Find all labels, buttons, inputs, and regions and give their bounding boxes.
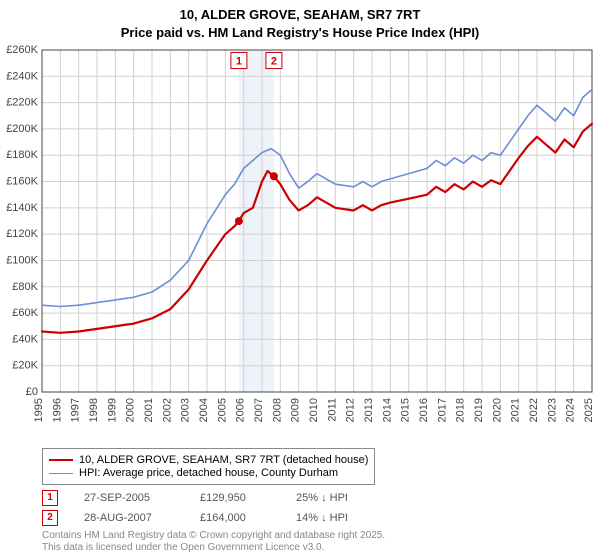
footer-line1: Contains HM Land Registry data © Crown c… — [42, 530, 385, 542]
y-tick-label: £20K — [12, 360, 38, 372]
footer-attribution: Contains HM Land Registry data © Crown c… — [42, 530, 385, 554]
y-tick-label: £180K — [6, 149, 38, 161]
x-tick-label: 2007 — [253, 398, 265, 422]
y-tick-label: £140K — [6, 202, 38, 214]
sales-row: 2 28-AUG-2007 £164,000 14% ↓ HPI — [42, 510, 376, 526]
x-tick-label: 2020 — [491, 398, 503, 422]
sale-marker-dot — [270, 172, 278, 180]
x-tick-label: 1999 — [106, 398, 118, 422]
x-tick-label: 1996 — [51, 398, 63, 422]
x-tick-label: 2004 — [198, 398, 210, 422]
x-tick-label: 2009 — [290, 398, 302, 422]
sales-row-price: £129,950 — [200, 492, 270, 504]
x-tick-label: 2015 — [400, 398, 412, 422]
x-tick-label: 2016 — [418, 398, 430, 422]
legend-item: 10, ALDER GROVE, SEAHAM, SR7 7RT (detach… — [49, 454, 368, 466]
legend-item: HPI: Average price, detached house, Coun… — [49, 467, 368, 479]
title-line1: 10, ALDER GROVE, SEAHAM, SR7 7RT — [0, 6, 600, 24]
x-tick-label: 1998 — [88, 398, 100, 422]
x-tick-label: 2003 — [180, 398, 192, 422]
chart-title: 10, ALDER GROVE, SEAHAM, SR7 7RT Price p… — [0, 0, 600, 41]
sales-row-price: £164,000 — [200, 512, 270, 524]
legend-swatch — [49, 459, 73, 461]
x-tick-label: 2001 — [143, 398, 155, 422]
x-tick-label: 2025 — [583, 398, 595, 422]
x-tick-label: 2021 — [510, 398, 522, 422]
y-tick-label: £240K — [6, 70, 38, 82]
y-tick-label: £160K — [6, 176, 38, 188]
sale-marker-tag-num: 2 — [271, 56, 277, 68]
sale-marker-tag-num: 1 — [236, 56, 242, 68]
y-tick-label: £100K — [6, 254, 38, 266]
x-tick-label: 2014 — [381, 398, 393, 422]
x-tick-label: 2000 — [125, 398, 137, 422]
x-tick-label: 2011 — [326, 398, 338, 422]
y-tick-label: £120K — [6, 228, 38, 240]
sales-row: 1 27-SEP-2005 £129,950 25% ↓ HPI — [42, 490, 376, 506]
legend-label: 10, ALDER GROVE, SEAHAM, SR7 7RT (detach… — [79, 454, 368, 466]
sales-row-marker: 1 — [42, 490, 58, 506]
x-tick-label: 2010 — [308, 398, 320, 422]
sales-row-hpi: 25% ↓ HPI — [296, 492, 376, 504]
x-tick-label: 2002 — [161, 398, 173, 422]
y-tick-label: £200K — [6, 123, 38, 135]
legend-label: HPI: Average price, detached house, Coun… — [79, 467, 338, 479]
sales-row-date: 28-AUG-2007 — [84, 512, 174, 524]
x-tick-label: 1997 — [70, 398, 82, 422]
x-tick-label: 2023 — [546, 398, 558, 422]
footer-line2: This data is licensed under the Open Gov… — [42, 542, 385, 554]
x-tick-label: 2005 — [216, 398, 228, 422]
y-tick-label: £40K — [12, 333, 38, 345]
legend-swatch — [49, 473, 73, 474]
x-tick-label: 2008 — [271, 398, 283, 422]
x-tick-label: 2024 — [565, 398, 577, 422]
sales-row-marker: 2 — [42, 510, 58, 526]
x-tick-label: 2019 — [473, 398, 485, 422]
sales-row-date: 27-SEP-2005 — [84, 492, 174, 504]
sale-marker-dot — [235, 217, 243, 225]
x-tick-label: 2013 — [363, 398, 375, 422]
sales-row-hpi: 14% ↓ HPI — [296, 512, 376, 524]
legend: 10, ALDER GROVE, SEAHAM, SR7 7RT (detach… — [42, 448, 375, 485]
x-tick-label: 2022 — [528, 398, 540, 422]
x-tick-label: 2006 — [235, 398, 247, 422]
sales-table: 1 27-SEP-2005 £129,950 25% ↓ HPI 2 28-AUG-200… — [42, 490, 376, 530]
y-tick-label: £0 — [26, 386, 38, 398]
x-tick-label: 2017 — [436, 398, 448, 422]
y-tick-label: £80K — [12, 281, 38, 293]
x-tick-label: 2018 — [455, 398, 467, 422]
title-line2: Price paid vs. HM Land Registry's House … — [0, 24, 600, 42]
y-tick-label: £220K — [6, 97, 38, 109]
y-tick-label: £260K — [6, 44, 38, 56]
x-tick-label: 2012 — [345, 398, 357, 422]
chart-canvas: £0 £20K £40K £60K £80K £100K £120K £140K £160K £1… — [0, 44, 600, 444]
y-tick-label: £60K — [12, 307, 38, 319]
x-tick-label: 1995 — [33, 398, 45, 422]
